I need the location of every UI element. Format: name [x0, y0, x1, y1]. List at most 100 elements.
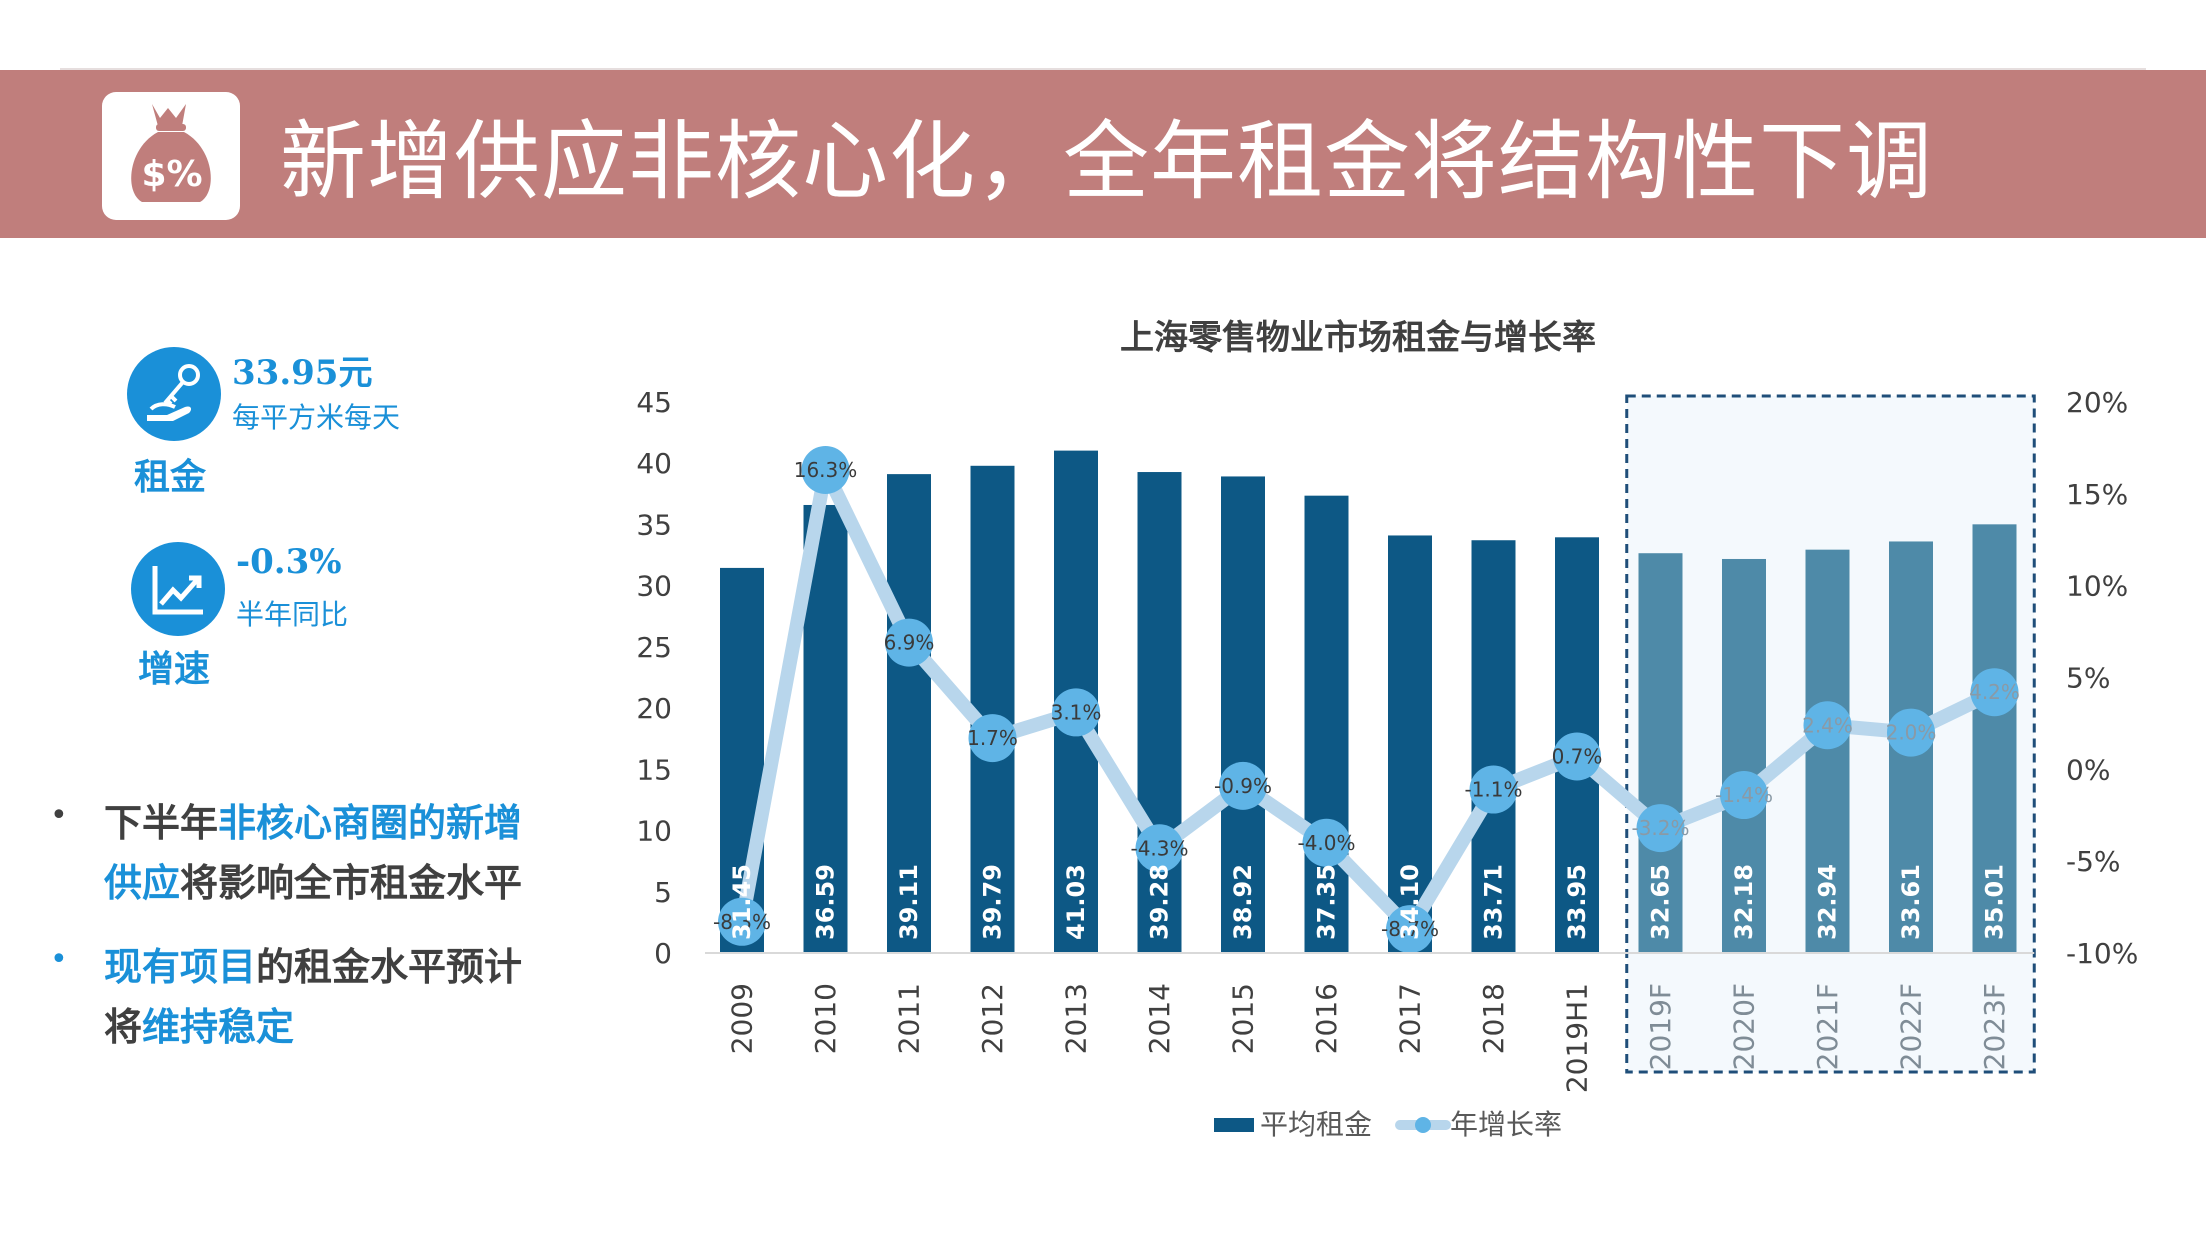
bullet-2-text-c: 将	[104, 1005, 143, 1049]
x-tick-2016: 2016	[1310, 983, 1343, 1054]
bar-2012	[970, 465, 1015, 953]
bar-label-2012: 39.79	[979, 864, 1007, 940]
x-tick-2019H1: 2019H1	[1561, 983, 1594, 1093]
marker-2017	[1386, 905, 1434, 954]
marker-2018	[1469, 765, 1518, 814]
growth-label-2016: -4.0%	[1297, 831, 1355, 855]
y-left-tick-10: 10	[636, 815, 672, 848]
bar-2023F	[1972, 524, 2017, 953]
x-tick-2012: 2012	[976, 983, 1009, 1054]
bar-label-2017: 34.10	[1396, 864, 1424, 940]
logo-tile: $%	[102, 92, 240, 220]
bullet-2-text-a: 现有项目	[104, 945, 257, 989]
marker-2009	[718, 897, 766, 946]
growth-label-2021F: 2.4%	[1802, 713, 1853, 737]
bar-label-2014: 39.28	[1146, 864, 1174, 940]
growth-label-2013: 3.1%	[1051, 700, 1102, 724]
y-left-tick-0: 0	[654, 937, 672, 970]
bar-2014	[1137, 472, 1182, 953]
trend-chart-icon	[152, 566, 203, 615]
growth-label-2020F: -1.4%	[1715, 783, 1773, 807]
header-top-rule	[60, 68, 2146, 70]
growth-label-2015: -0.9%	[1214, 774, 1272, 798]
growth-label-2011: 6.9%	[884, 631, 935, 655]
growth-label: 增速	[138, 649, 211, 690]
bullet-2-text-b: 的租金水平预计	[256, 945, 523, 989]
y-left-tick-35: 35	[636, 508, 672, 541]
bullet-2-line-2: 将维持稳定	[104, 996, 294, 1051]
y-left-tick-40: 40	[636, 447, 672, 480]
legend-label-rent: 平均租金	[1260, 1108, 1372, 1141]
bar-2016	[1304, 495, 1349, 953]
marker-2012	[968, 714, 1017, 763]
bar-2017	[1388, 535, 1432, 953]
marker-2015	[1219, 761, 1267, 810]
growth-label-2010: 16.3%	[794, 458, 858, 482]
bullet-marker-1: •	[50, 798, 68, 833]
bar-label-2023F: 35.01	[1981, 864, 2009, 940]
y-left-tick-45: 45	[636, 386, 672, 419]
growth-label-2023F: 4.2%	[1969, 680, 2020, 704]
growth-metric-badge	[131, 542, 225, 636]
y-right-tick-15%: 15%	[2066, 478, 2128, 511]
x-tick-2018: 2018	[1477, 983, 1510, 1054]
y-left-tick-15: 15	[636, 753, 672, 786]
marker-2023F	[1970, 668, 2019, 717]
marker-2019H1	[1553, 732, 1601, 781]
rent-unit: 每平方米每天	[232, 401, 401, 434]
bar-label-2018: 33.71	[1480, 864, 1508, 940]
growth-label-2018: -1.1%	[1464, 778, 1522, 802]
marker-2011	[885, 618, 933, 667]
y-left-tick-5: 5	[654, 876, 672, 909]
hand-key-icon	[147, 364, 200, 421]
bar-label-2019H1: 33.95	[1563, 864, 1591, 940]
rent-value: 33.95元	[232, 353, 373, 393]
bar-label-2015: 38.92	[1229, 864, 1257, 940]
growth-line	[735, 462, 2002, 937]
bar-label-2016: 37.35	[1313, 864, 1341, 940]
title-banner	[0, 70, 2206, 238]
x-tick-2023F: 2023F	[1978, 983, 2011, 1070]
growth-label-2017: -8.7%	[1381, 917, 1439, 941]
svg-text:$%: $%	[141, 154, 202, 195]
marker-2022F	[1887, 708, 1935, 757]
growth-label-2012: 1.7%	[967, 726, 1018, 750]
bullet-1-text-d: 将影响全市租金水平	[180, 861, 523, 905]
marker-2014	[1135, 824, 1184, 873]
x-tick-2009: 2009	[726, 983, 759, 1054]
y-right-tick-0%: 0%	[2066, 753, 2110, 786]
growth-label-2019H1: 0.7%	[1552, 744, 1603, 768]
rent-label: 租金	[134, 457, 207, 498]
y-right-tick-20%: 20%	[2066, 386, 2128, 419]
y-left-tick-25: 25	[636, 631, 672, 664]
bar-2011	[887, 474, 931, 953]
bar-2019F	[1638, 553, 1683, 953]
x-tick-2019F: 2019F	[1644, 983, 1677, 1070]
x-tick-2017: 2017	[1394, 983, 1427, 1054]
growth-desc: 半年同比	[236, 598, 349, 631]
y-right-tick-10%: 10%	[2066, 570, 2128, 603]
growth-label-2014: -4.3%	[1130, 836, 1188, 860]
bar-label-2019F: 32.65	[1647, 864, 1675, 940]
bullet-1-text-a: 下半年	[104, 801, 219, 845]
bar-label-2010: 36.59	[812, 864, 840, 940]
bar-label-2020F: 32.18	[1730, 864, 1758, 940]
growth-label-2009: -8.3%	[713, 910, 771, 934]
bar-2015	[1221, 476, 1265, 953]
legend-swatch-growth-marker	[1415, 1117, 1431, 1133]
bar-2020F	[1722, 558, 1766, 953]
bullet-2-text-d: 维持稳定	[142, 1005, 295, 1049]
x-tick-2015: 2015	[1227, 983, 1260, 1054]
marker-2016	[1302, 818, 1351, 867]
x-tick-2021F: 2021F	[1811, 983, 1844, 1070]
x-tick-2020F: 2020F	[1728, 983, 1761, 1070]
bar-2021F	[1805, 549, 1850, 953]
marker-2021F	[1803, 701, 1852, 750]
bullet-marker-2: •	[50, 942, 68, 977]
chart-title: 上海零售物业市场租金与增长率	[1120, 318, 1596, 358]
bullet-1-text-c: 供应	[104, 861, 181, 905]
bullet-1-line-1: 下半年非核心商圈的新增	[104, 792, 522, 847]
legend-swatch-rent	[1214, 1118, 1254, 1132]
x-tick-2010: 2010	[809, 983, 842, 1054]
